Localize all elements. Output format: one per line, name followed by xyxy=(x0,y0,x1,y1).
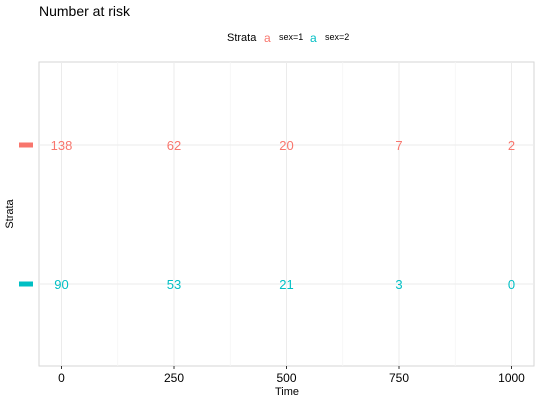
x-tick-label: 250 xyxy=(164,371,184,385)
x-axis-ticks: 0 250 500 750 1000 xyxy=(58,366,525,385)
risk-value: 3 xyxy=(395,277,402,292)
legend: Strata a sex=1 a sex=2 xyxy=(227,31,349,45)
chart-title: Number at risk xyxy=(39,3,131,19)
x-tick-label: 0 xyxy=(58,371,65,385)
risk-value: 62 xyxy=(167,138,181,153)
strata-marker-1 xyxy=(19,142,33,148)
legend-key-glyph: a xyxy=(310,31,317,45)
legend-label: sex=1 xyxy=(279,32,303,42)
risk-value: 53 xyxy=(167,277,181,292)
x-tick-label: 750 xyxy=(389,371,409,385)
risk-value: 21 xyxy=(279,277,293,292)
strata-markers xyxy=(19,142,33,287)
strata-marker-2 xyxy=(19,281,33,287)
x-tick-label: 500 xyxy=(276,371,296,385)
legend-label: sex=2 xyxy=(325,32,349,42)
x-tick-label: 1000 xyxy=(498,371,525,385)
grid-lines xyxy=(39,62,534,366)
risk-value: 138 xyxy=(51,138,73,153)
legend-title: Strata xyxy=(227,32,257,44)
y-axis-label: Strata xyxy=(4,198,16,228)
risk-value: 0 xyxy=(508,277,515,292)
risk-value: 20 xyxy=(279,138,293,153)
data-labels: 138 62 20 7 2 90 53 21 3 0 xyxy=(51,138,515,292)
legend-key-glyph: a xyxy=(264,31,271,45)
x-axis-label: Time xyxy=(275,386,299,398)
risk-value: 90 xyxy=(54,277,68,292)
risk-value: 7 xyxy=(395,138,402,153)
risk-value: 2 xyxy=(508,138,515,153)
